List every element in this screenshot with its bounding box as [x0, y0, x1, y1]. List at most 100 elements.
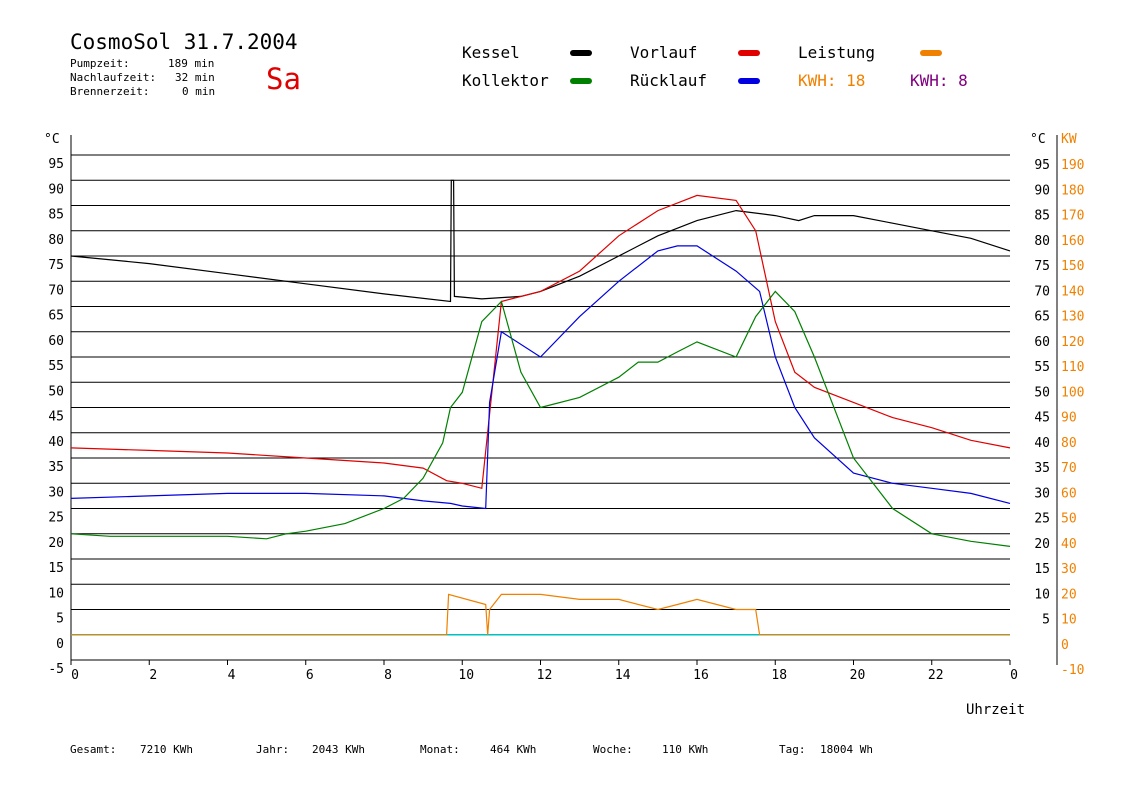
- y-axis-unit-left: °C: [44, 132, 60, 147]
- legend-vorlauf-label: Vorlauf: [630, 43, 698, 62]
- y-tick-label-right-c: 85: [1034, 209, 1050, 224]
- y-tick-label-left: 70: [48, 283, 64, 298]
- y-tick-label-right-kw: 50: [1061, 512, 1077, 527]
- y-tick-label-right-kw: 10: [1061, 613, 1077, 628]
- y-tick-label-right-kw: 0: [1061, 638, 1069, 653]
- stat-nachlaufzeit-label: Nachlaufzeit:: [70, 71, 157, 84]
- x-tick-label: 12: [537, 668, 553, 683]
- y-tick-label-left: 45: [48, 410, 64, 425]
- stat-brennerzeit-label: Brennerzeit:: [70, 85, 150, 98]
- legend-kessel-label: Kessel: [462, 43, 520, 62]
- footer-gesamt-label: Gesamt:: [70, 743, 117, 756]
- y-tick-label-right-kw: 20: [1061, 587, 1077, 602]
- footer-monat-value: 464 KWh: [490, 743, 537, 756]
- y-tick-label-right-c: 75: [1034, 259, 1050, 274]
- x-tick-label: 4: [228, 668, 236, 683]
- y-tick-label-left: 60: [48, 334, 64, 349]
- y-tick-label-left: 10: [48, 586, 64, 601]
- y-tick-label-right-kw: 110: [1061, 360, 1084, 375]
- y-tick-label-left: 5: [56, 612, 64, 627]
- y-axis-unit-right: °C: [1030, 132, 1046, 147]
- y-tick-label-right-c: 15: [1034, 562, 1050, 577]
- y-tick-label-left: 95: [48, 157, 64, 172]
- legend-kollektor-label: Kollektor: [462, 71, 549, 90]
- y-tick-label-right-kw: 120: [1061, 335, 1084, 350]
- legend-vorlauf-swatch: [738, 50, 760, 56]
- footer-woche-value: 110 KWh: [662, 743, 709, 756]
- y-tick-label-left: 85: [48, 208, 64, 223]
- stat-nachlaufzeit-value: 32 min: [175, 71, 215, 84]
- y-tick-label-right-kw: 130: [1061, 310, 1084, 325]
- y-tick-label-right-c: 90: [1034, 183, 1050, 198]
- legend-ruecklauf-label: Rücklauf: [630, 71, 708, 90]
- y-tick-label-right-kw: -10: [1061, 663, 1084, 678]
- series-line-rcklauf: [70, 245, 1011, 510]
- footer-monat-label: Monat:: [420, 743, 460, 756]
- footer-jahr-value: 2043 KWh: [312, 743, 365, 756]
- y-tick-label-right-kw: 90: [1061, 411, 1077, 426]
- footer-woche-label: Woche:: [593, 743, 633, 756]
- y-tick-label-right-kw: 170: [1061, 209, 1084, 224]
- y-tick-label-left: 25: [48, 511, 64, 526]
- chart-title: CosmoSol 31.7.2004: [70, 30, 298, 54]
- footer-jahr-label: Jahr:: [256, 743, 290, 756]
- y-tick-label-right-kw: 40: [1061, 537, 1077, 552]
- x-tick-label: 16: [693, 668, 709, 683]
- y-tick-label-right-c: 50: [1034, 385, 1050, 400]
- y-tick-label-right-c: 20: [1034, 537, 1050, 552]
- y-tick-label-right-kw: 190: [1061, 158, 1084, 173]
- footer-tag-label: Tag:: [779, 743, 806, 756]
- y-tick-label-right-kw: 160: [1061, 234, 1084, 249]
- y-tick-label-left: 50: [48, 384, 64, 399]
- y-tick-label-right-c: 5: [1042, 613, 1050, 628]
- y-tick-label-right-c: 60: [1034, 335, 1050, 350]
- y-tick-label-left: 35: [48, 460, 64, 475]
- legend-leistung-swatch: [920, 50, 942, 56]
- series-line-kollektor: [70, 290, 1011, 547]
- legend-kwh-purple: KWH: 8: [910, 71, 968, 90]
- footer-gesamt-value: 7210 KWh: [140, 743, 193, 756]
- y-tick-label-left: 90: [48, 182, 64, 197]
- y-tick-label-right-c: 35: [1034, 461, 1050, 476]
- stat-brennerzeit-value: 0 min: [182, 85, 216, 98]
- y-tick-label-right-kw: 100: [1061, 385, 1084, 400]
- y-tick-label-right-kw: 60: [1061, 486, 1077, 501]
- y-tick-label-left: 40: [48, 435, 64, 450]
- legend-kwh-orange: KWH: 18: [798, 71, 866, 90]
- footer-tag-value: 18004 Wh: [820, 743, 873, 756]
- stat-pumpzeit-value: 189 min: [168, 57, 215, 70]
- y-tick-label-right-c: 45: [1034, 411, 1050, 426]
- y-tick-label-right-c: 25: [1034, 512, 1050, 527]
- y-axis-unit-kw: KW: [1061, 132, 1077, 147]
- x-tick-label: 14: [615, 668, 631, 683]
- stat-pumpzeit-label: Pumpzeit:: [70, 57, 130, 70]
- legend-ruecklauf-swatch: [738, 78, 760, 84]
- x-tick-label: 10: [458, 668, 474, 683]
- y-tick-label-right-c: 55: [1034, 360, 1050, 375]
- x-tick-label: 22: [928, 668, 944, 683]
- x-tick-label: 2: [149, 668, 157, 683]
- x-tick-label: 0: [71, 668, 79, 683]
- y-tick-label-left: 15: [48, 561, 64, 576]
- y-tick-label-right-kw: 140: [1061, 284, 1084, 299]
- y-tick-label-right-c: 30: [1034, 486, 1050, 501]
- x-tick-label: 8: [384, 668, 392, 683]
- x-tick-label: 20: [850, 668, 866, 683]
- series-line-leistung: [71, 593, 1010, 636]
- y-tick-label-left: 20: [48, 536, 64, 551]
- y-tick-label-left: 30: [48, 485, 64, 500]
- x-tick-label: 6: [306, 668, 314, 683]
- y-tick-label-right-c: 70: [1034, 284, 1050, 299]
- y-tick-label-right-kw: 30: [1061, 562, 1077, 577]
- y-tick-label-right-c: 95: [1034, 158, 1050, 173]
- y-tick-label-left: -5: [48, 662, 64, 677]
- legend-leistung-label: Leistung: [798, 43, 876, 62]
- y-tick-label-right-kw: 180: [1061, 183, 1084, 198]
- series-line-kessel: [70, 179, 1011, 303]
- y-tick-label-right-kw: 70: [1061, 461, 1077, 476]
- y-tick-label-right-c: 80: [1034, 234, 1050, 249]
- x-tick-label: 18: [771, 668, 787, 683]
- legend-kessel-swatch: [570, 50, 592, 56]
- y-tick-label-left: 80: [48, 233, 64, 248]
